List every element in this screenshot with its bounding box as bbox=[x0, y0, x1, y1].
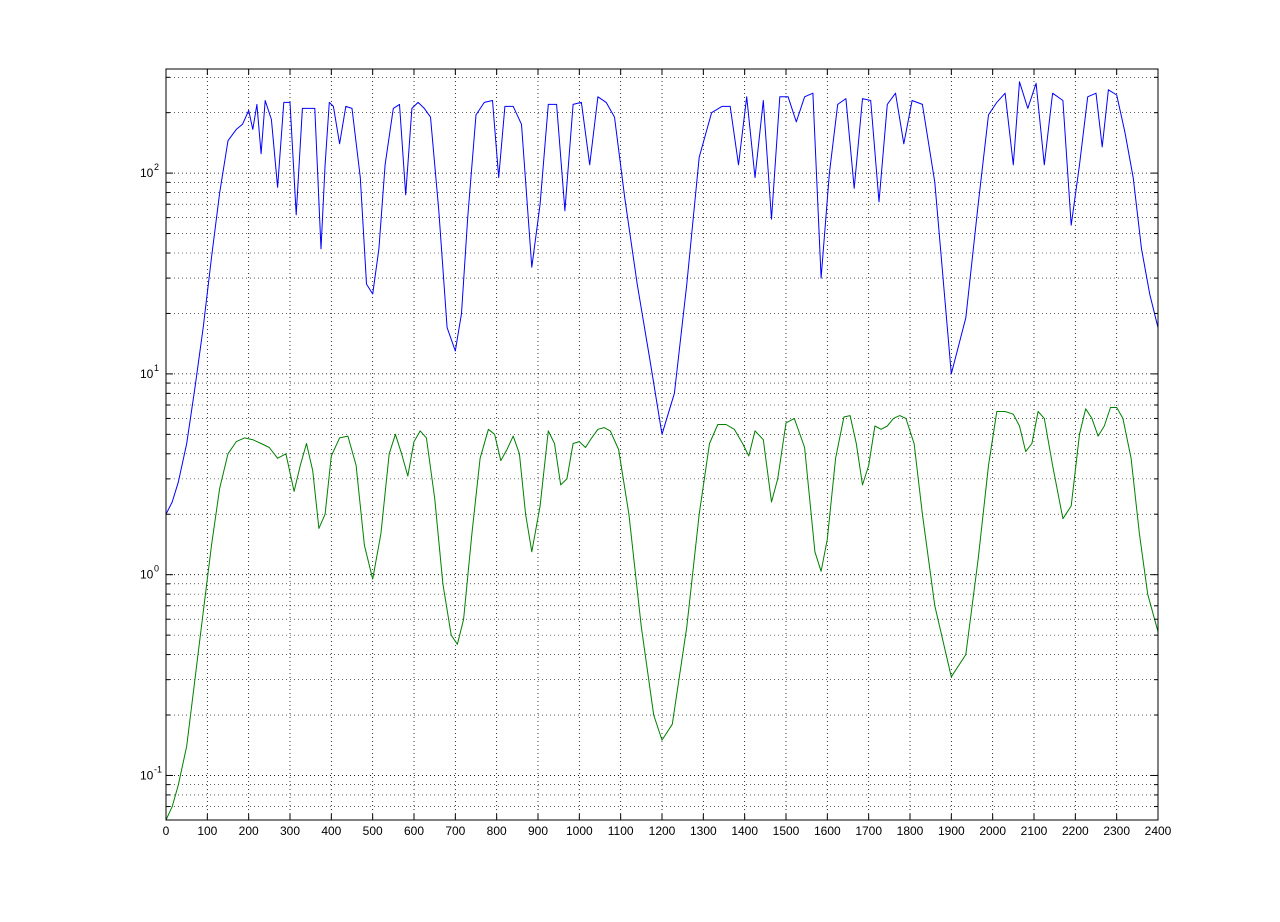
y-tick-base: 10 bbox=[140, 166, 154, 180]
x-tick-label: 1300 bbox=[690, 824, 717, 838]
x-tick-label: 2400 bbox=[1145, 824, 1172, 838]
x-tick-label: 600 bbox=[404, 824, 424, 838]
y-tick-label: 10 0 bbox=[140, 564, 159, 582]
y-tick-exponent: 0 bbox=[154, 564, 159, 574]
y-tick-exponent: 2 bbox=[154, 162, 159, 172]
x-tick-label: 2300 bbox=[1103, 824, 1130, 838]
x-tick-label: 300 bbox=[280, 824, 300, 838]
x-tick-label: 1400 bbox=[731, 824, 758, 838]
x-tick-label: 800 bbox=[487, 824, 507, 838]
y-tick-base: 10 bbox=[140, 367, 154, 381]
x-tick-labels: 0 100 200 300 400 500 600 700 800 900 1000 1100 1200… bbox=[163, 824, 1172, 838]
y-tick-exponent: 1 bbox=[154, 363, 159, 373]
tick-marks bbox=[165, 69, 1159, 820]
x-tick-label: 700 bbox=[445, 824, 465, 838]
x-tick-label: 2200 bbox=[1062, 824, 1089, 838]
series-line-1 bbox=[166, 81, 1158, 515]
x-tick-label: 1000 bbox=[566, 824, 593, 838]
x-tick-label: 1200 bbox=[649, 824, 676, 838]
x-tick-label: 0 bbox=[163, 824, 170, 838]
y-tick-base: 10 bbox=[140, 768, 154, 782]
x-tick-label: 900 bbox=[528, 824, 548, 838]
x-tick-label: 1500 bbox=[773, 824, 800, 838]
y-tick-label: 10 1 bbox=[140, 363, 159, 381]
series-line-2 bbox=[166, 407, 1158, 820]
x-tick-label: 1600 bbox=[814, 824, 841, 838]
x-tick-label: 200 bbox=[239, 824, 259, 838]
x-tick-label: 500 bbox=[363, 824, 383, 838]
series-layer bbox=[166, 81, 1158, 820]
x-tick-label: 1900 bbox=[938, 824, 965, 838]
x-tick-label: 400 bbox=[321, 824, 341, 838]
y-tick-exponent: -1 bbox=[154, 764, 162, 774]
y-tick-label: 10 -1 bbox=[140, 764, 162, 782]
x-tick-label: 1700 bbox=[855, 824, 882, 838]
x-tick-label: 100 bbox=[197, 824, 217, 838]
x-tick-label: 2100 bbox=[1021, 824, 1048, 838]
x-tick-label: 1100 bbox=[608, 824, 634, 838]
x-tick-label: 2000 bbox=[979, 824, 1006, 838]
y-tick-base: 10 bbox=[140, 568, 154, 582]
y-tick-label: 10 2 bbox=[140, 162, 159, 180]
x-tick-label: 1800 bbox=[897, 824, 924, 838]
